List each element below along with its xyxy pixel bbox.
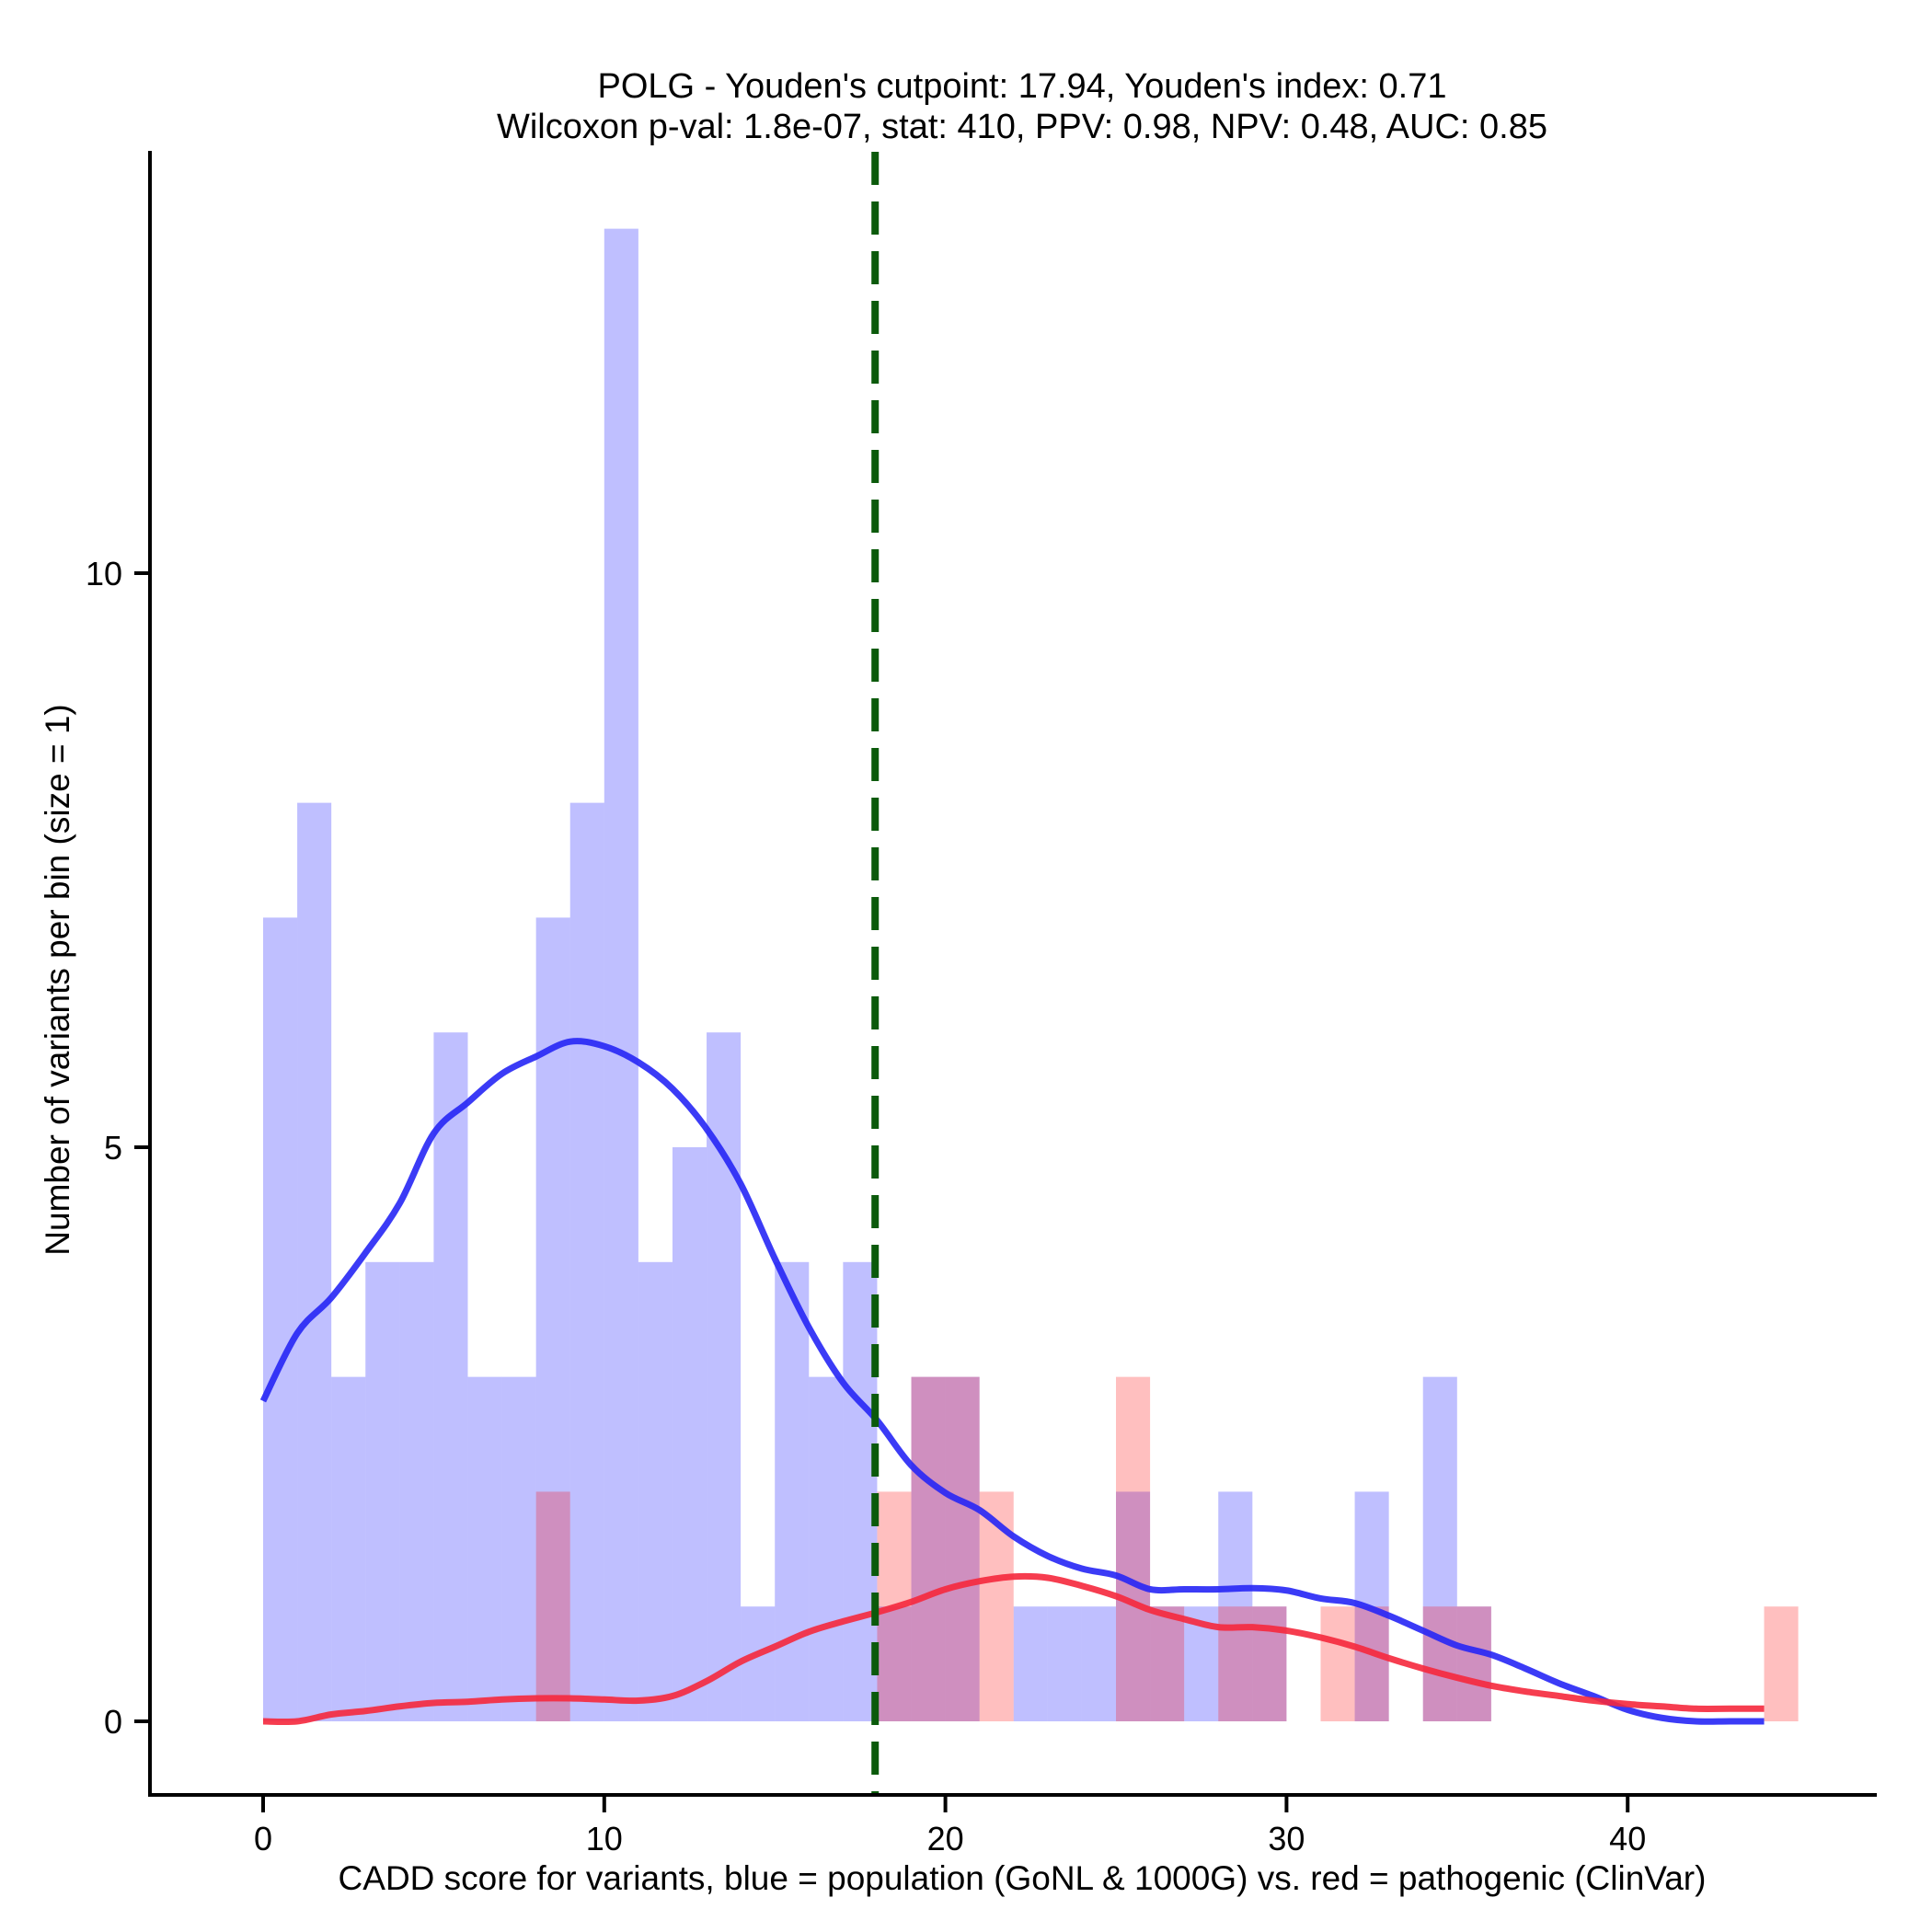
population-bar: [1456, 1606, 1491, 1721]
population-bar: [1150, 1606, 1185, 1721]
pathogenic-bar: [1456, 1606, 1491, 1721]
pathogenic-density-curve: [262, 1572, 1765, 1726]
pathogenic-bar: [1150, 1606, 1185, 1721]
chart-subtitle: Wilcoxon p-val: 1.8e-07, stat: 410, PPV:…: [497, 108, 1547, 146]
population-bar: [741, 1606, 776, 1721]
population-bar: [672, 1147, 707, 1721]
population-bar: [638, 1261, 673, 1721]
y-tick-label: 0: [104, 1703, 122, 1741]
x-tick-label: 40: [1609, 1820, 1646, 1857]
pathogenic-bar: [1218, 1606, 1253, 1721]
population-bar: [365, 1261, 400, 1721]
density-curves: [259, 1038, 1765, 1726]
population-bar: [1422, 1376, 1457, 1721]
population-bar: [604, 228, 638, 1722]
chart-title: POLG - Youden's cutpoint: 17.94, Youden'…: [597, 67, 1446, 106]
population-bar: [775, 1261, 810, 1721]
population-density-curve: [259, 1038, 1765, 1725]
x-tick-label: 20: [927, 1820, 964, 1857]
population-bar: [467, 1376, 502, 1721]
pathogenic-bar: [1252, 1606, 1287, 1721]
population-bar: [569, 802, 604, 1721]
pathogenic-bar: [945, 1376, 980, 1721]
population-bars: [263, 228, 1491, 1722]
y-tick-label: 10: [86, 555, 122, 592]
population-bar: [399, 1261, 434, 1721]
population-bar: [707, 1032, 742, 1721]
y-tick-label: 5: [104, 1129, 122, 1167]
pathogenic-bar: [1354, 1606, 1389, 1721]
population-bar: [1081, 1606, 1116, 1721]
x-tick-label: 0: [254, 1820, 272, 1857]
y-axis-ticks: 0 5 10: [86, 555, 150, 1741]
population-bar: [1047, 1606, 1082, 1721]
population-bar: [501, 1376, 536, 1721]
population-bar: [297, 802, 332, 1721]
population-bar: [911, 1376, 946, 1721]
population-bar: [1013, 1606, 1048, 1721]
population-bar: [1218, 1491, 1253, 1721]
population-bar: [433, 1032, 468, 1721]
population-bar: [945, 1376, 980, 1721]
pathogenic-bar: [1764, 1606, 1799, 1721]
x-tick-label: 10: [586, 1820, 623, 1857]
population-bar: [877, 1606, 912, 1721]
pathogenic-bar: [911, 1376, 946, 1721]
population-bar: [809, 1376, 844, 1721]
pathogenic-bar: [1116, 1376, 1151, 1721]
population-bar: [263, 917, 298, 1721]
population-bar: [331, 1376, 366, 1721]
pathogenic-bar: [1320, 1606, 1355, 1721]
pathogenic-bar: [535, 1491, 570, 1721]
x-axis-label: CADD score for variants, blue = populati…: [339, 1859, 1707, 1897]
y-axis-label: Number of variants per bin (size = 1): [39, 704, 76, 1255]
x-axis-ticks: 0 10 20 30 40: [254, 1795, 1646, 1857]
x-tick-label: 30: [1268, 1820, 1305, 1857]
pathogenic-bar: [1422, 1606, 1457, 1721]
